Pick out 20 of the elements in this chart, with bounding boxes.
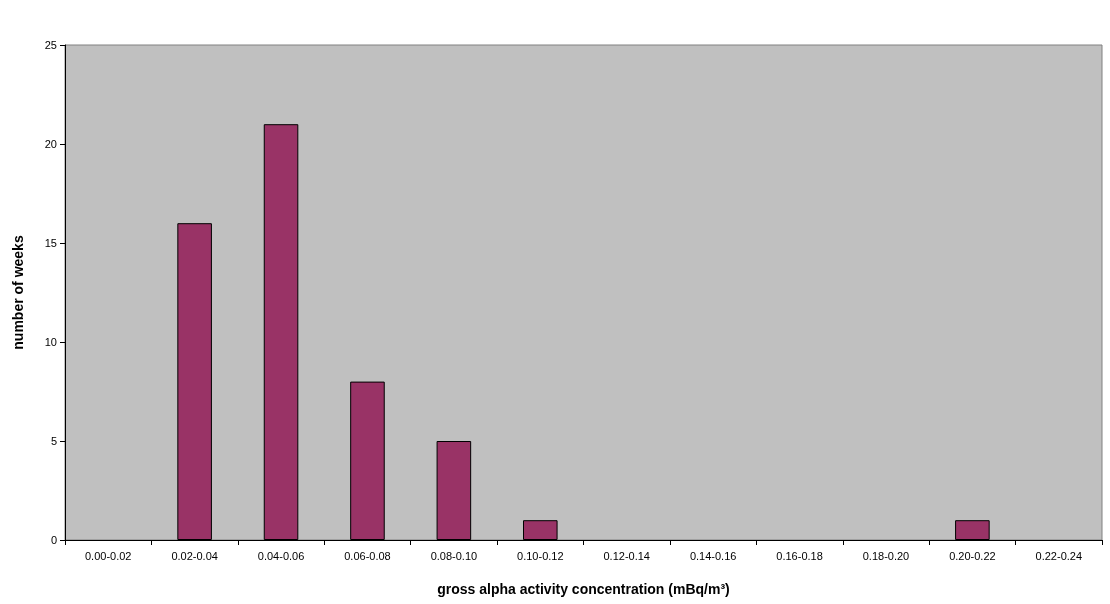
y-tick-label: 5 — [50, 435, 57, 447]
x-tick-label: 0.08-0.10 — [430, 549, 478, 562]
x-tick-label: 0.04-0.06 — [257, 549, 305, 562]
x-tick-label: 0.12-0.14 — [603, 549, 650, 562]
x-tick-label: 0.02-0.04 — [171, 549, 218, 562]
y-tick-label: 25 — [44, 39, 57, 51]
y-tick-label: 10 — [44, 336, 57, 348]
x-axis-title: gross alpha activity concentration (mBq/m³) — [437, 581, 730, 597]
y-axis-title: number of weeks — [10, 235, 26, 350]
x-tick-label: 0.00-0.02 — [84, 549, 132, 562]
x-tick-label: 0.22-0.24 — [1035, 549, 1083, 562]
x-tick-label: 0.10-0.12 — [517, 549, 564, 562]
x-tick-label: 0.06-0.08 — [344, 549, 391, 562]
y-tick-label: 20 — [44, 138, 57, 150]
x-tick-label: 0.14-0.16 — [689, 549, 737, 562]
x-tick-label: 0.16-0.18 — [776, 549, 823, 562]
x-tick-label: 0.20-0.22 — [949, 549, 996, 562]
y-tick-label: 15 — [44, 237, 57, 249]
y-tick-label: 0 — [50, 534, 57, 546]
x-tick-label: 0.18-0.20 — [862, 549, 910, 562]
